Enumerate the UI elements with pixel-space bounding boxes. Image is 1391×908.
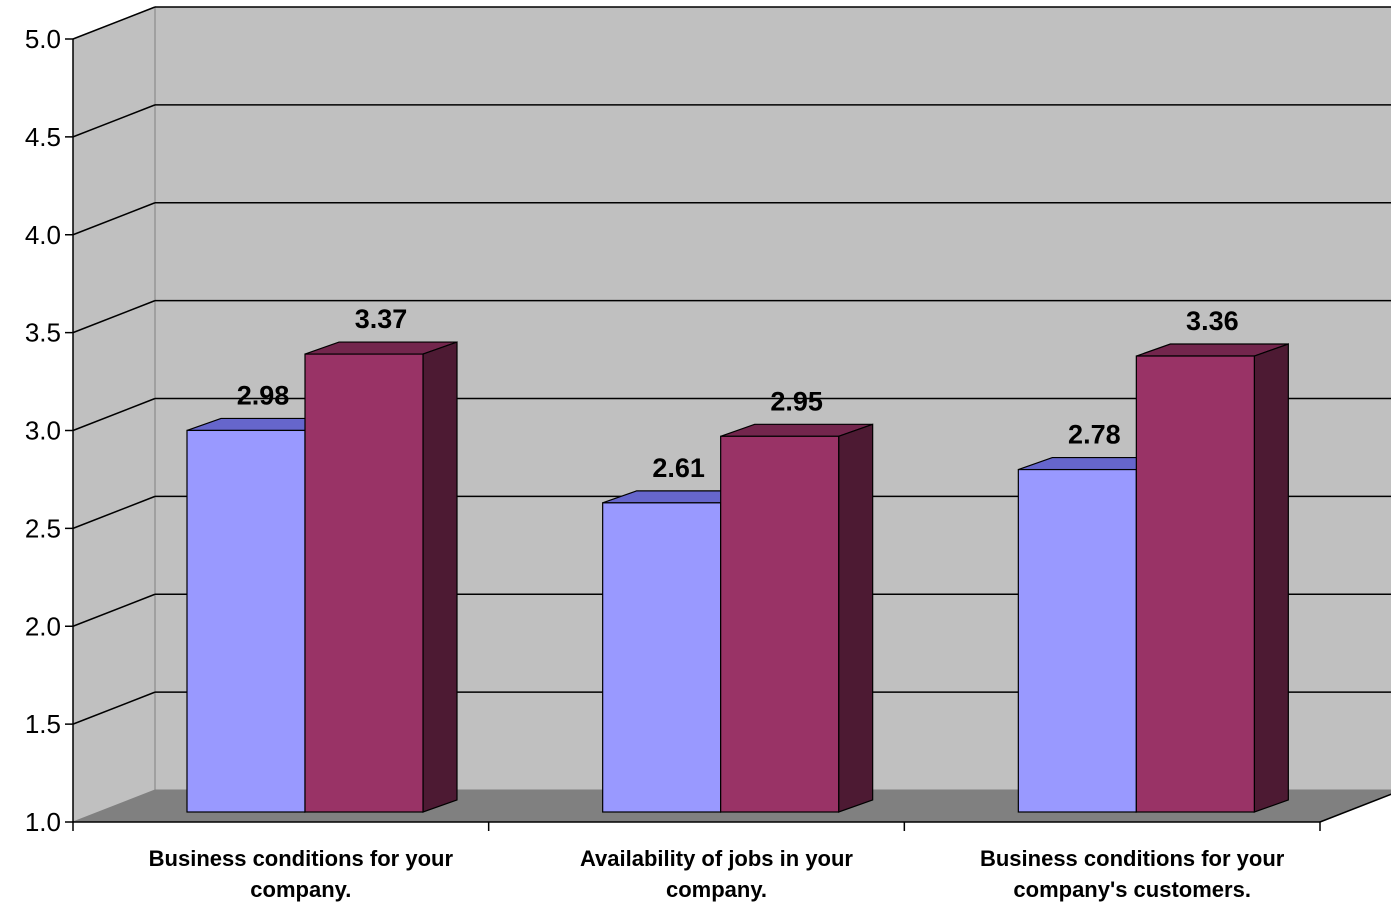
bar-0-1 (304, 341, 458, 813)
data-label: 3.37 (355, 304, 408, 334)
data-label: 2.61 (652, 453, 705, 483)
bar-side (1253, 343, 1289, 813)
category-label: company. (250, 877, 351, 902)
data-label: 2.78 (1068, 420, 1121, 450)
category-label: Availability of jobs in your (580, 846, 853, 871)
bar-front (602, 502, 722, 813)
y-tick-label: 3.0 (25, 416, 61, 446)
gridline-side (72, 495, 156, 530)
gridline-side (72, 299, 156, 334)
category-label: company. (666, 877, 767, 902)
y-tick-label: 5.0 (25, 24, 61, 54)
y-tick-label: 4.5 (25, 122, 61, 152)
y-tick-label: 2.5 (25, 513, 61, 543)
gridline-side (72, 397, 156, 432)
bar-side (838, 423, 874, 813)
bar-front (1135, 355, 1255, 813)
bars (186, 341, 1289, 813)
bar-front (720, 435, 840, 813)
floor-edge (1319, 793, 1391, 823)
gridline-side (72, 691, 156, 725)
y-tick-label: 1.0 (25, 807, 61, 837)
y-axis: 1.0 1.5 2.0 2.5 3.0 3.5 4.0 4.5 5.0 (25, 24, 74, 837)
bar-front (1017, 468, 1137, 813)
category-label: company's customers. (1013, 877, 1251, 902)
y-tick-label: 2.0 (25, 611, 61, 641)
gridline-side (72, 104, 156, 138)
labels: 2.98 3.37 Business conditions for your comp… (149, 304, 1285, 902)
bar-1-1 (720, 423, 874, 813)
gridline-side (72, 6, 156, 40)
x-axis (72, 793, 1391, 831)
bar-front (186, 429, 306, 813)
bar-front (304, 353, 424, 813)
data-label: 2.95 (770, 386, 823, 416)
gridline-side (72, 593, 156, 627)
bar-2-1 (1135, 343, 1289, 813)
data-label: 3.36 (1186, 306, 1239, 336)
bar-side (422, 341, 458, 813)
data-label: 2.98 (237, 380, 290, 410)
y-tick-label: 1.5 (25, 709, 61, 739)
y-tick-label: 4.0 (25, 220, 61, 250)
category-label: Business conditions for your (980, 846, 1285, 871)
gridline-side (72, 202, 156, 236)
y-tick-label: 3.5 (25, 318, 61, 348)
category-label: Business conditions for your (149, 846, 454, 871)
